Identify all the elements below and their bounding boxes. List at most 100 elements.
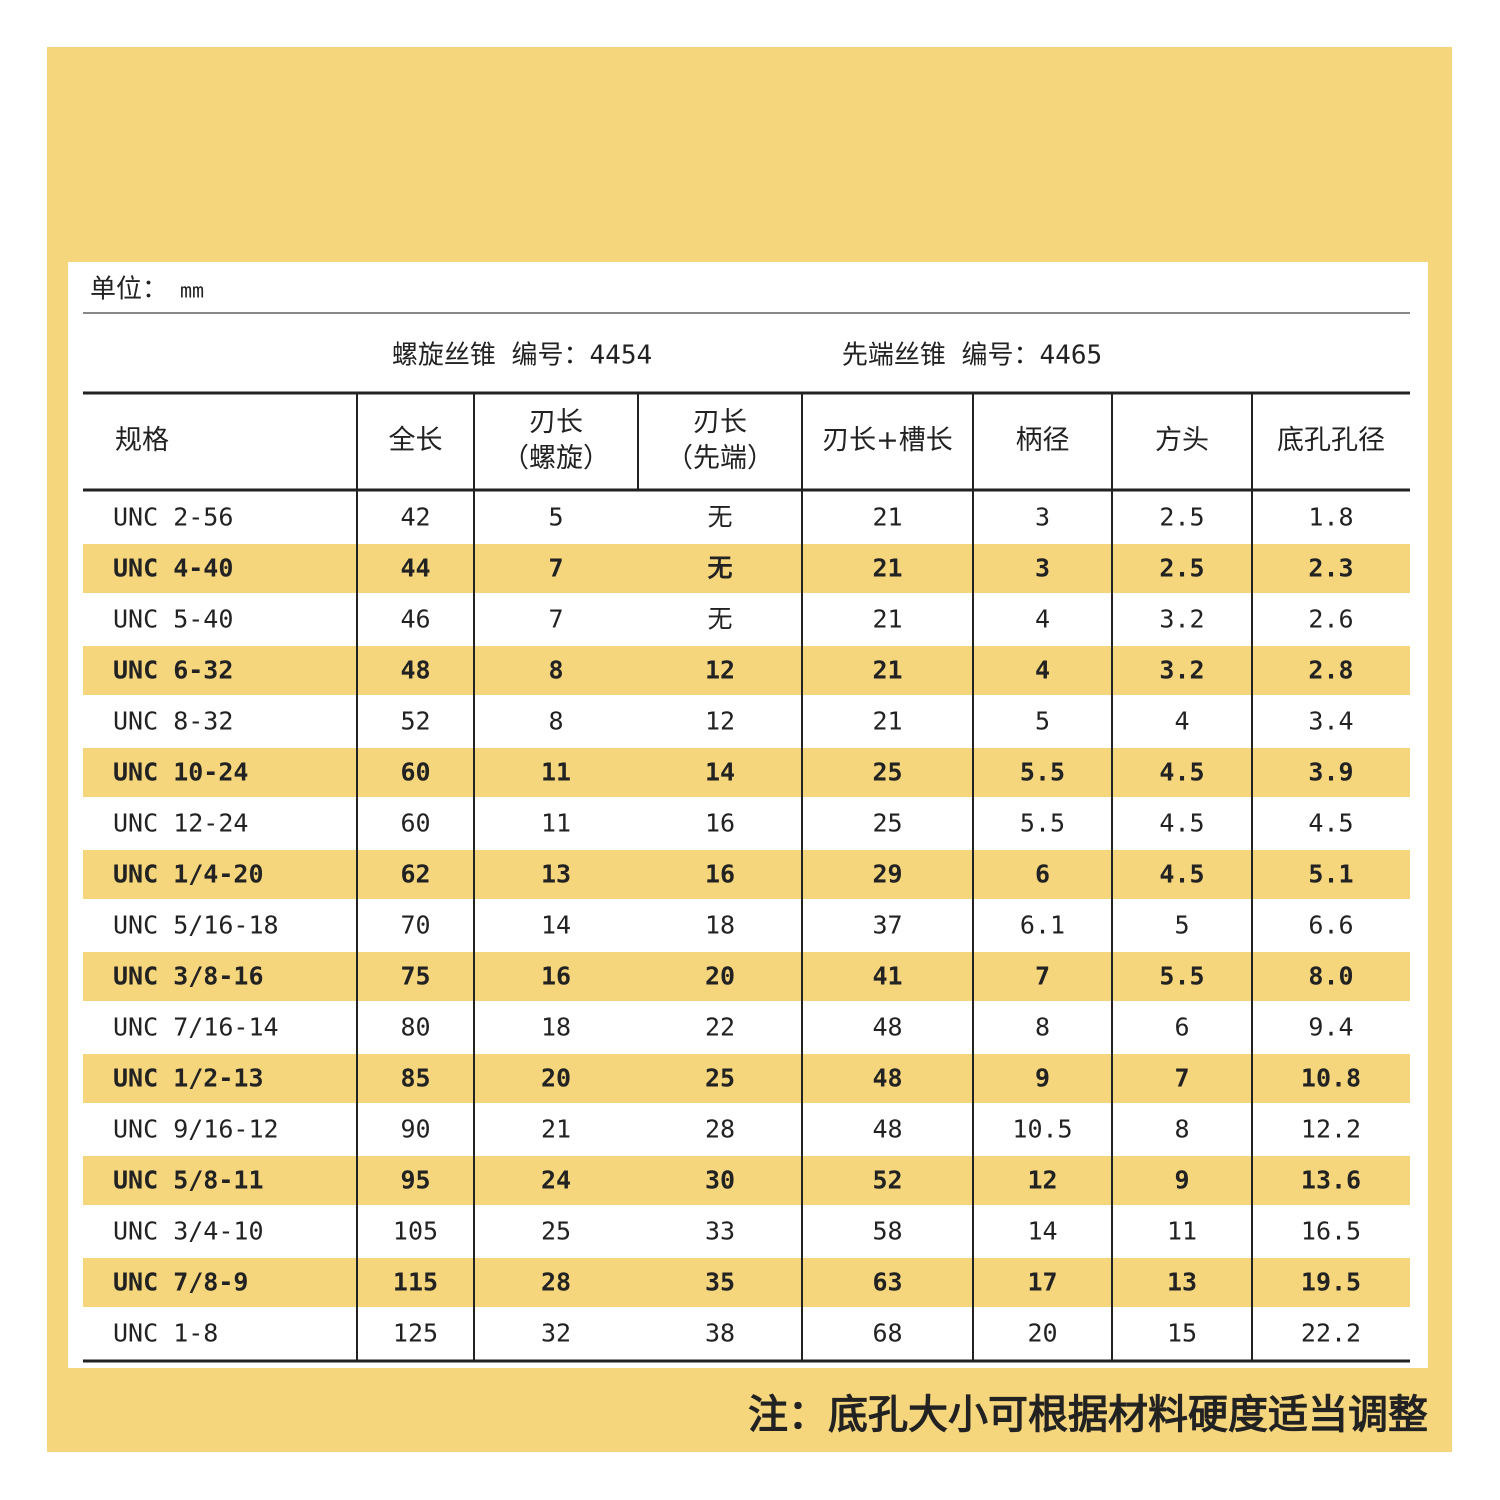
product: 先端丝锥 编号：4465: [842, 341, 1102, 371]
cell: 22: [705, 1013, 735, 1042]
column-header: （螺旋）: [502, 443, 610, 474]
cell: 60: [400, 809, 430, 838]
cell: UNC 7/16-14: [113, 1013, 279, 1042]
cell: 4.5: [1159, 860, 1204, 889]
cell: 16: [705, 860, 735, 889]
cell: 18: [541, 1013, 571, 1042]
cell: 37: [872, 911, 902, 940]
cell: 10.5: [1012, 1115, 1072, 1144]
cell: 15: [1167, 1319, 1197, 1348]
column-header: （先端）: [666, 443, 774, 474]
cell: UNC 9/16-12: [113, 1115, 279, 1144]
cell: 44: [400, 554, 430, 583]
cell: 无: [707, 503, 732, 532]
cell: UNC 3/8-16: [113, 962, 264, 991]
cell: 4.5: [1159, 758, 1204, 787]
cell: 105: [393, 1217, 438, 1246]
cell: 3.2: [1159, 656, 1204, 685]
cell: 46: [400, 605, 430, 634]
cell: 10.8: [1301, 1064, 1361, 1093]
cell: 41: [872, 962, 902, 991]
cell: 3: [1035, 554, 1050, 583]
cell: 8: [548, 707, 563, 736]
cell: 4.5: [1159, 809, 1204, 838]
cell: 2.5: [1159, 554, 1204, 583]
cell: UNC 12-24: [113, 809, 248, 838]
unit-label: 单位：: [90, 275, 168, 305]
cell: 8: [548, 656, 563, 685]
cell: 4: [1035, 605, 1050, 634]
column-header: 刃长: [693, 407, 747, 438]
column-header: 刃长+槽长: [822, 425, 953, 456]
cell: 29: [872, 860, 902, 889]
cell: 20: [541, 1064, 571, 1093]
cell: 6: [1174, 1013, 1189, 1042]
note: 注：底孔大小可根据材料硬度适当调整: [748, 1392, 1428, 1438]
cell: 11: [541, 809, 571, 838]
unit: mm: [180, 279, 204, 303]
column-header: 柄径: [1016, 425, 1070, 456]
cell: 21: [872, 656, 902, 685]
cell: 3.2: [1159, 605, 1204, 634]
cell: 5.1: [1308, 860, 1353, 889]
cell: UNC 10-24: [113, 758, 248, 787]
cell: 3: [1035, 503, 1050, 532]
cell: 21: [872, 605, 902, 634]
column-header: 刃长: [529, 407, 583, 438]
cell: 8.0: [1308, 962, 1353, 991]
cell: UNC 3/4-10: [113, 1217, 264, 1246]
cell: 35: [705, 1268, 735, 1297]
cell: UNC 4-40: [113, 554, 233, 583]
cell: UNC 1-8: [113, 1319, 218, 1348]
cell: 5: [548, 503, 563, 532]
cell: 12: [705, 656, 735, 685]
cell: 4.5: [1308, 809, 1353, 838]
cell: 5.5: [1020, 758, 1065, 787]
cell: 75: [400, 962, 430, 991]
cell: 5: [1035, 707, 1050, 736]
cell: 7: [548, 554, 563, 583]
cell: 28: [541, 1268, 571, 1297]
cell: 8: [1035, 1013, 1050, 1042]
cell: UNC 5/8-11: [113, 1166, 264, 1195]
cell: 5.5: [1020, 809, 1065, 838]
cell: 11: [1167, 1217, 1197, 1246]
cell: 3.9: [1308, 758, 1353, 787]
cell: 14: [1027, 1217, 1057, 1246]
cell: 115: [393, 1268, 438, 1297]
cell: 2.5: [1159, 503, 1204, 532]
column-header: 方头: [1155, 425, 1209, 456]
cell: UNC 2-56: [113, 503, 233, 532]
cell: 14: [705, 758, 735, 787]
cell: 30: [705, 1166, 735, 1195]
cell: 13: [541, 860, 571, 889]
cell: 无: [707, 605, 732, 634]
row-band: [83, 748, 1410, 797]
cell: 22.2: [1301, 1319, 1361, 1348]
cell: 12: [1027, 1166, 1057, 1195]
cell: 7: [1035, 962, 1050, 991]
cell: 17: [1027, 1268, 1057, 1297]
cell: UNC 8-32: [113, 707, 233, 736]
cell: 25: [872, 758, 902, 787]
cell: 16: [541, 962, 571, 991]
cell: 21: [872, 707, 902, 736]
cell: 58: [872, 1217, 902, 1246]
cell: 52: [872, 1166, 902, 1195]
cell: 1.8: [1308, 503, 1353, 532]
cell: 12: [705, 707, 735, 736]
cell: 6: [1035, 860, 1050, 889]
cell: 5.5: [1159, 962, 1204, 991]
row-band: [83, 850, 1410, 899]
cell: 7: [548, 605, 563, 634]
cell: 3.4: [1308, 707, 1353, 736]
row-band: [83, 1258, 1410, 1307]
cell: 90: [400, 1115, 430, 1144]
cell: 28: [705, 1115, 735, 1144]
cell: 5: [1174, 911, 1189, 940]
cell: UNC 5-40: [113, 605, 233, 634]
cell: 8: [1174, 1115, 1189, 1144]
cell: 16: [705, 809, 735, 838]
cell: 21: [872, 503, 902, 532]
